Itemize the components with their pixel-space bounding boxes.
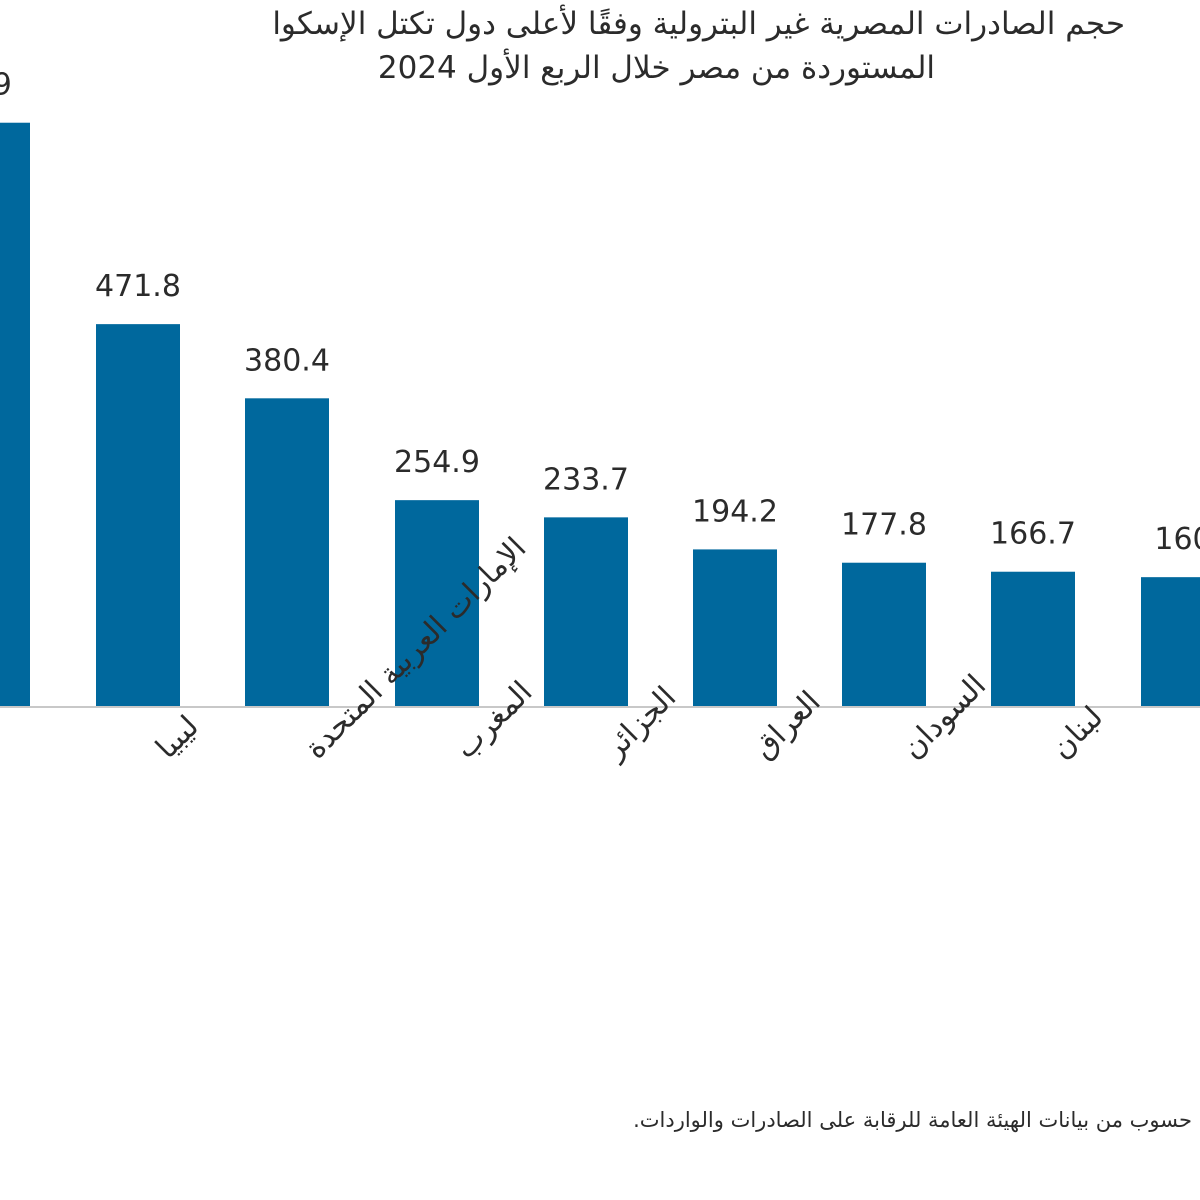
value-label-8: 160 [1154,522,1200,557]
category-label-1: ليبيا [149,709,206,766]
chart-title-line-2: المستوردة من مصر خلال الربع الأول 2024 [377,50,935,86]
bar-8 [1141,577,1200,707]
bar-3 [395,500,479,707]
value-label-3: 254.9 [394,445,480,480]
bar-1 [96,324,180,707]
value-label-4: 233.7 [543,462,629,497]
source-footnote: حسوب من بيانات الهيئة العامة للرقابة على… [633,1108,1192,1132]
bar-6 [842,562,926,707]
bar-0 [0,122,30,708]
chart-title: حجم الصادرات المصرية غير البترولية وفقًا… [40,2,1125,90]
bar-5 [693,549,777,707]
value-label-2: 380.4 [244,343,330,378]
bars-group [0,122,1200,708]
value-label-0: 7.9 [0,68,12,103]
bar-7 [991,571,1075,707]
chart-title-line-1: حجم الصادرات المصرية غير البترولية وفقًا… [272,6,1125,42]
value-label-1: 471.8 [95,269,181,304]
value-label-5: 194.2 [692,494,778,529]
category-label-7: لبنان [1044,700,1110,766]
bar-chart: 7.9 471.8 380.4 254.9 233.7 194.2 177.8 166.7 16… [0,68,1200,767]
value-label-6: 177.8 [841,508,927,543]
value-labels-group: 7.9 471.8 380.4 254.9 233.7 194.2 177.8 166.7 16… [0,68,1200,557]
bar-4 [544,517,628,707]
bar-2 [245,398,329,707]
value-label-7: 166.7 [990,517,1076,552]
